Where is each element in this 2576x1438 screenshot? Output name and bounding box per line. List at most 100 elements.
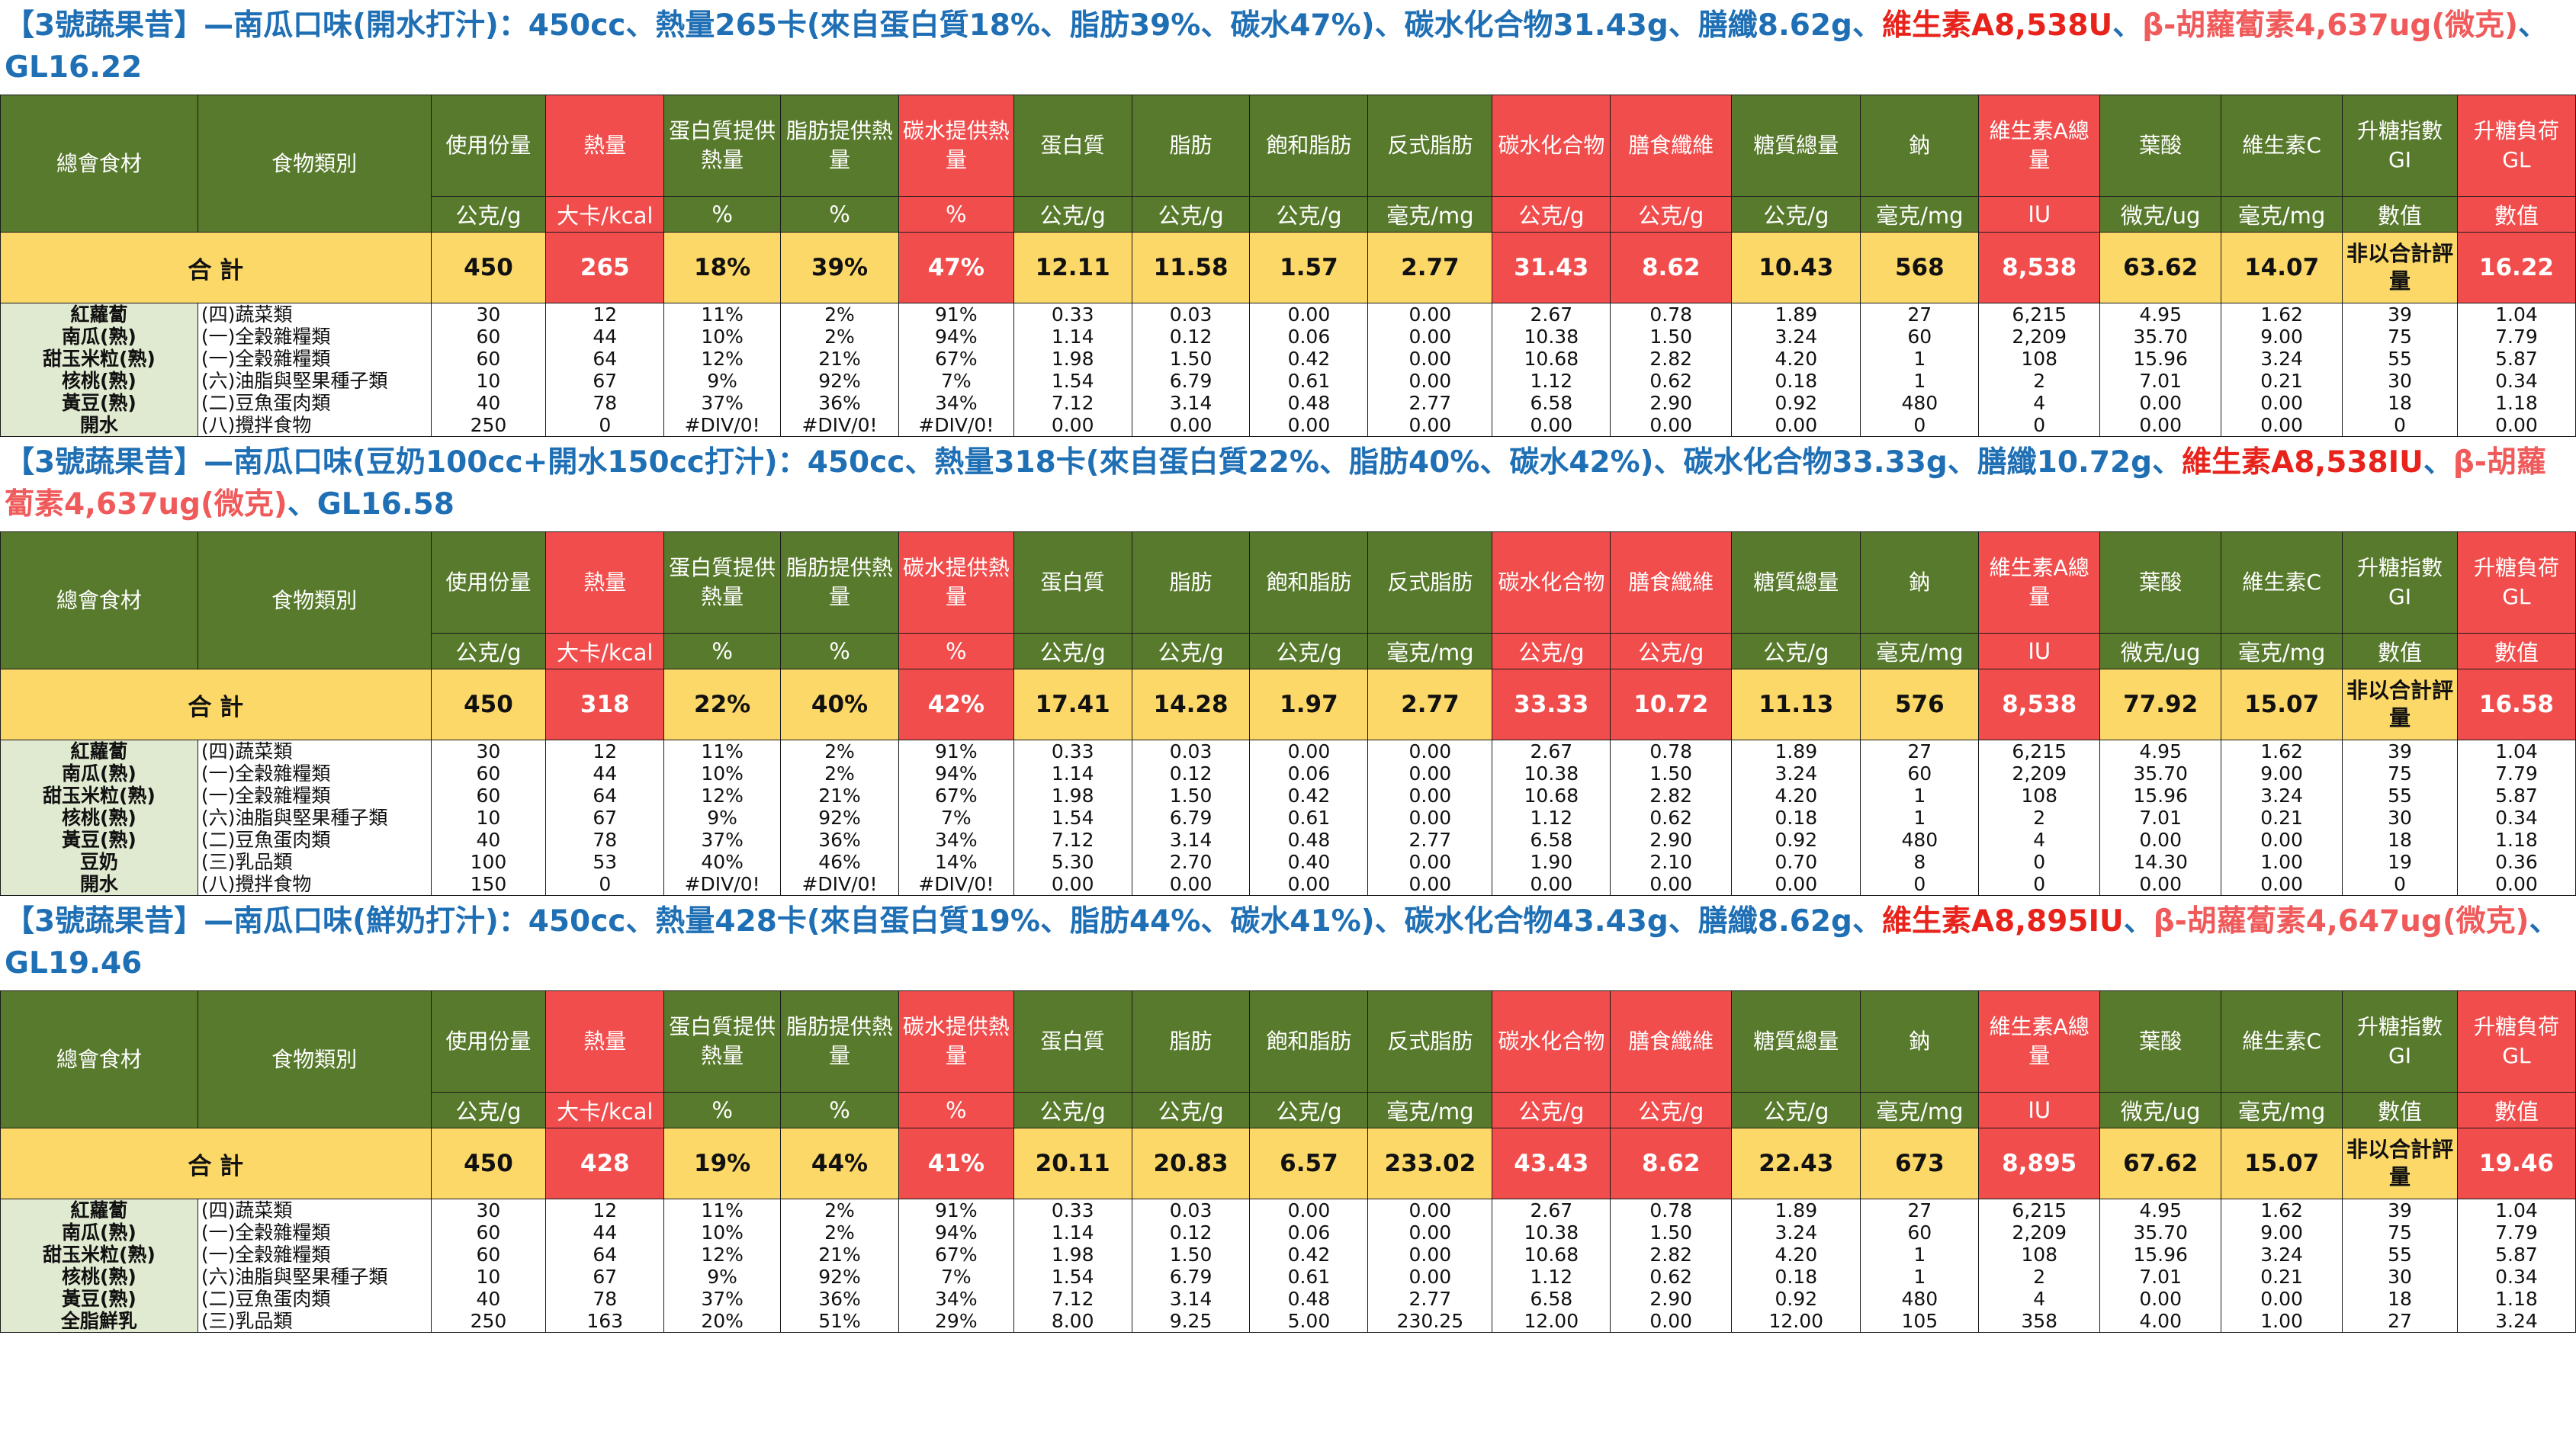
data-cell: 1.98 <box>1013 785 1132 807</box>
unit-cell: 公克/g <box>1610 633 1733 669</box>
data-cell: 0.42 <box>1249 1244 1369 1266</box>
total-row: 合 計 450 428 19% 44% 41% 20.11 20.83 6.57 233.02 43… <box>0 1128 2576 1199</box>
unit-row: 公克/g 大卡/kcal%%% 公克/g 公克/g 公克/g 毫克/mg 公克/g 公克/g 公… <box>1 633 2576 669</box>
unit-cell: 數值 <box>2456 1092 2576 1128</box>
data-cell: 4.95 <box>2099 1199 2222 1221</box>
data-cell: 3.24 <box>1731 762 1861 785</box>
data-cell: 51% <box>780 1310 899 1333</box>
data-cell: 0 <box>2342 414 2458 437</box>
data-cell: 0.78 <box>1610 1199 1733 1221</box>
data-cell: 0.00 <box>2099 392 2222 414</box>
total-row: 合 計 450 318 22% 40% 42% 17.41 14.28 1.97 2.77 33.3… <box>0 669 2576 740</box>
column-header: 升糖指數 GI <box>2342 95 2458 197</box>
unit-cell: 公克/g <box>1013 633 1132 669</box>
data-cell: 7.12 <box>1013 829 1132 851</box>
gi-note: 非以合計評量 <box>2342 1128 2458 1199</box>
column-header: 膳食纖維 <box>1610 531 1733 634</box>
data-cell: 30 <box>2342 1266 2458 1288</box>
data-cell: 0.00 <box>2221 1288 2343 1310</box>
data-cell: 1.54 <box>1013 807 1132 829</box>
data-cell: 1.04 <box>2456 303 2576 326</box>
data-cell: 4 <box>1978 829 2101 851</box>
data-cell: 36% <box>780 392 899 414</box>
ingredient-name: 南瓜(熟) <box>0 326 198 348</box>
column-header: 糖質總量 <box>1731 990 1861 1093</box>
total-cell: 11.13 <box>1731 669 1861 740</box>
data-cell: 0.70 <box>1731 851 1861 873</box>
unit-cell: IU <box>1978 1092 2101 1128</box>
unit-cell: 微克/ug <box>2099 196 2222 233</box>
data-cell: 30 <box>430 1199 547 1221</box>
data-cell: 6.58 <box>1492 1288 1611 1310</box>
data-cell: 230.25 <box>1367 1310 1493 1333</box>
section-title-pink: β-胡蘿蔔素4,637ug(微克) <box>2142 8 2518 43</box>
column-header: 碳水化合物 <box>1492 95 1611 197</box>
data-cell: 6.58 <box>1492 392 1611 414</box>
column-header: 蛋白質 <box>1013 990 1132 1093</box>
data-cell: 4.20 <box>1731 785 1861 807</box>
data-cell: 46% <box>780 851 899 873</box>
total-cell: 568 <box>1860 232 1980 303</box>
ingredient-name: 甜玉米粒(熟) <box>0 1244 198 1266</box>
food-category: (四)蔬菜類 <box>197 1199 432 1221</box>
data-cell: 7.01 <box>2099 1266 2222 1288</box>
total-cell: 63.62 <box>2099 232 2222 303</box>
unit-cell: 毫克/mg <box>1860 1092 1980 1128</box>
column-header: 脂肪提供熱量 <box>780 990 899 1093</box>
data-cell: 0.21 <box>2221 1266 2343 1288</box>
unit-cell: 公克/g <box>1131 196 1251 233</box>
data-cell: 0 <box>1860 873 1980 896</box>
data-cell: 0.18 <box>1731 807 1861 829</box>
unit-cell: 公克/g <box>1610 1092 1733 1128</box>
ingredient-row: 甜玉米粒(熟) (一)全穀雜糧類 60 64 12% 21% 67% 1.98 1.50 0.42… <box>0 785 2576 807</box>
data-cell: 21% <box>780 785 899 807</box>
data-cell: 10.68 <box>1492 1244 1611 1266</box>
data-cell: 0.33 <box>1013 1199 1132 1221</box>
column-header: 蛋白質提供熱量 <box>663 531 782 634</box>
data-cell: 60 <box>430 326 547 348</box>
unit-row: 公克/g 大卡/kcal%%% 公克/g 公克/g 公克/g 毫克/mg 公克/g 公克/g 公… <box>1 1092 2576 1128</box>
data-cell: 5.87 <box>2456 785 2576 807</box>
data-cell: 0.00 <box>2221 873 2343 896</box>
data-cell: 0.78 <box>1610 740 1733 762</box>
data-cell: 1 <box>1860 807 1980 829</box>
data-cell: 60 <box>1860 762 1980 785</box>
section-title-sep: 、 <box>2123 904 2154 939</box>
section-title-red: 維生素A8,538U <box>1881 8 2113 43</box>
data-cell: 0.48 <box>1249 829 1369 851</box>
total-cell: 11.58 <box>1131 232 1251 303</box>
data-cell: 0.00 <box>1367 807 1493 829</box>
data-cell: 9% <box>663 807 782 829</box>
data-cell: 2.82 <box>1610 785 1733 807</box>
data-cell: 480 <box>1860 829 1980 851</box>
food-category: (三)乳品類 <box>197 1310 432 1333</box>
food-category: (六)油脂與堅果種子類 <box>197 1266 432 1288</box>
data-cell: 2.77 <box>1367 392 1493 414</box>
ingredient-row: 黃豆(熟) (二)豆魚蛋肉類 40 78 37% 36% 34% 7.12 3.14 0.48 2.… <box>0 1288 2576 1310</box>
data-cell: 0.61 <box>1249 807 1369 829</box>
data-cell: 40 <box>430 392 547 414</box>
data-cell: 27 <box>1860 303 1980 326</box>
unit-cell: 公克/g <box>1492 1092 1611 1128</box>
data-cell: 9% <box>663 1266 782 1288</box>
data-cell: 1.89 <box>1731 740 1861 762</box>
data-cell: 1.50 <box>1131 785 1251 807</box>
data-cell: 34% <box>898 1288 1014 1310</box>
data-cell: 40% <box>663 851 782 873</box>
data-cell: 9.00 <box>2221 326 2343 348</box>
header-row: 總會食材 食物類別 使用份量 熱量 蛋白質提供熱量 脂肪提供熱量 碳水提供熱量 蛋白質 脂肪 飽和… <box>0 531 2576 669</box>
data-cell: 91% <box>898 303 1014 326</box>
data-cell: 0.00 <box>1249 303 1369 326</box>
data-cell: 1 <box>1860 1266 1980 1288</box>
data-cell: 3.14 <box>1131 1288 1251 1310</box>
data-cell: 163 <box>545 1310 665 1333</box>
data-cell: 0.42 <box>1249 785 1369 807</box>
total-cell: 33.33 <box>1492 669 1611 740</box>
data-cell: 2.90 <box>1610 829 1733 851</box>
total-cell: 1.57 <box>1249 232 1369 303</box>
data-cell: 4.20 <box>1731 1244 1861 1266</box>
data-cell: 0 <box>1860 414 1980 437</box>
unit-cell: 毫克/mg <box>2221 633 2343 669</box>
data-cell: 0.00 <box>2099 829 2222 851</box>
data-cell: 2.77 <box>1367 1288 1493 1310</box>
